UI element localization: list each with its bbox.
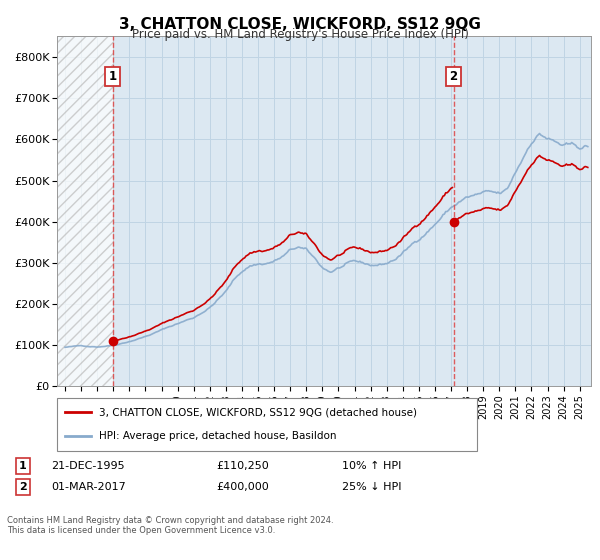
- Text: Contains HM Land Registry data © Crown copyright and database right 2024.
This d: Contains HM Land Registry data © Crown c…: [7, 516, 334, 535]
- Bar: [57, 36, 113, 386]
- Text: 01-MAR-2017: 01-MAR-2017: [51, 482, 126, 492]
- Text: 1: 1: [109, 70, 117, 83]
- Text: 1: 1: [19, 461, 26, 471]
- Text: Price paid vs. HM Land Registry's House Price Index (HPI): Price paid vs. HM Land Registry's House …: [131, 28, 469, 41]
- Text: £110,250: £110,250: [216, 461, 269, 471]
- Text: £400,000: £400,000: [216, 482, 269, 492]
- Text: HPI: Average price, detached house, Basildon: HPI: Average price, detached house, Basi…: [99, 431, 337, 441]
- Text: 10% ↑ HPI: 10% ↑ HPI: [342, 461, 401, 471]
- FancyBboxPatch shape: [57, 398, 477, 451]
- Text: 25% ↓ HPI: 25% ↓ HPI: [342, 482, 401, 492]
- Text: 2: 2: [449, 70, 458, 83]
- Text: 2: 2: [19, 482, 26, 492]
- Text: 21-DEC-1995: 21-DEC-1995: [51, 461, 125, 471]
- Text: 3, CHATTON CLOSE, WICKFORD, SS12 9QG (detached house): 3, CHATTON CLOSE, WICKFORD, SS12 9QG (de…: [99, 408, 417, 418]
- Text: 3, CHATTON CLOSE, WICKFORD, SS12 9QG: 3, CHATTON CLOSE, WICKFORD, SS12 9QG: [119, 17, 481, 32]
